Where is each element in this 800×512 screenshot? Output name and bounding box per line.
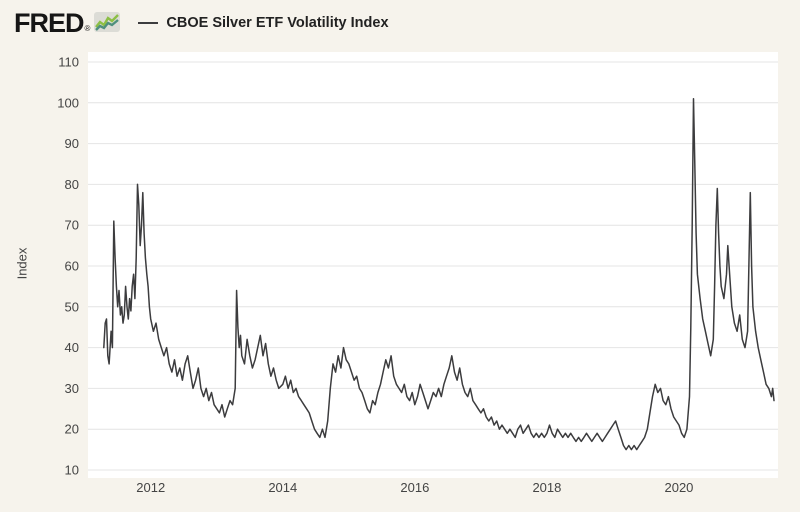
chart-area: 10 20 30 40 50 60 70 80 90 100 110 2012 2014 2016 2018… bbox=[40, 50, 792, 505]
series-line bbox=[103, 97, 775, 451]
legend-line-swatch bbox=[138, 22, 159, 24]
y-tick-label: 100 bbox=[57, 95, 79, 110]
chart-legend: CBOE Silver ETF Volatility Index bbox=[138, 15, 389, 31]
y-axis-title: Index bbox=[14, 247, 30, 280]
y-tick-label: 80 bbox=[65, 177, 79, 192]
registered-mark: ® bbox=[84, 24, 91, 33]
gridlines bbox=[88, 61, 778, 471]
x-tick-label: 2018 bbox=[532, 480, 561, 495]
y-tick-label: 30 bbox=[65, 381, 79, 396]
fred-logo[interactable]: FRED ® bbox=[14, 8, 121, 38]
x-tick-label: 2016 bbox=[400, 480, 429, 495]
y-tick-label: 60 bbox=[65, 259, 79, 274]
y-tick-label: 90 bbox=[65, 136, 79, 151]
y-tick-label: 50 bbox=[65, 299, 79, 314]
x-tick-label: 2020 bbox=[664, 480, 693, 495]
volatility-line-chart[interactable]: 10 20 30 40 50 60 70 80 90 100 110 2012 2014 2016 2018… bbox=[40, 50, 792, 500]
y-tick-label: 20 bbox=[65, 422, 79, 437]
x-tick-label: 2012 bbox=[136, 480, 165, 495]
sparkline-icon bbox=[94, 12, 121, 37]
y-tick-label: 10 bbox=[65, 463, 79, 478]
fred-logo-text: FRED bbox=[14, 8, 84, 38]
legend-label: CBOE Silver ETF Volatility Index bbox=[166, 15, 389, 31]
y-tick-label: 40 bbox=[65, 340, 79, 355]
y-tick-label: 110 bbox=[58, 55, 79, 70]
chart-header: FRED ® CBOE Silver ETF Volatility Index bbox=[14, 8, 389, 38]
x-tick-labels: 2012 2014 2016 2018 2020 bbox=[136, 480, 693, 495]
y-tick-labels: 10 20 30 40 50 60 70 80 90 100 110 bbox=[57, 55, 79, 478]
plot-area bbox=[88, 52, 778, 478]
y-tick-label: 70 bbox=[65, 218, 79, 233]
x-tick-label: 2014 bbox=[268, 480, 297, 495]
